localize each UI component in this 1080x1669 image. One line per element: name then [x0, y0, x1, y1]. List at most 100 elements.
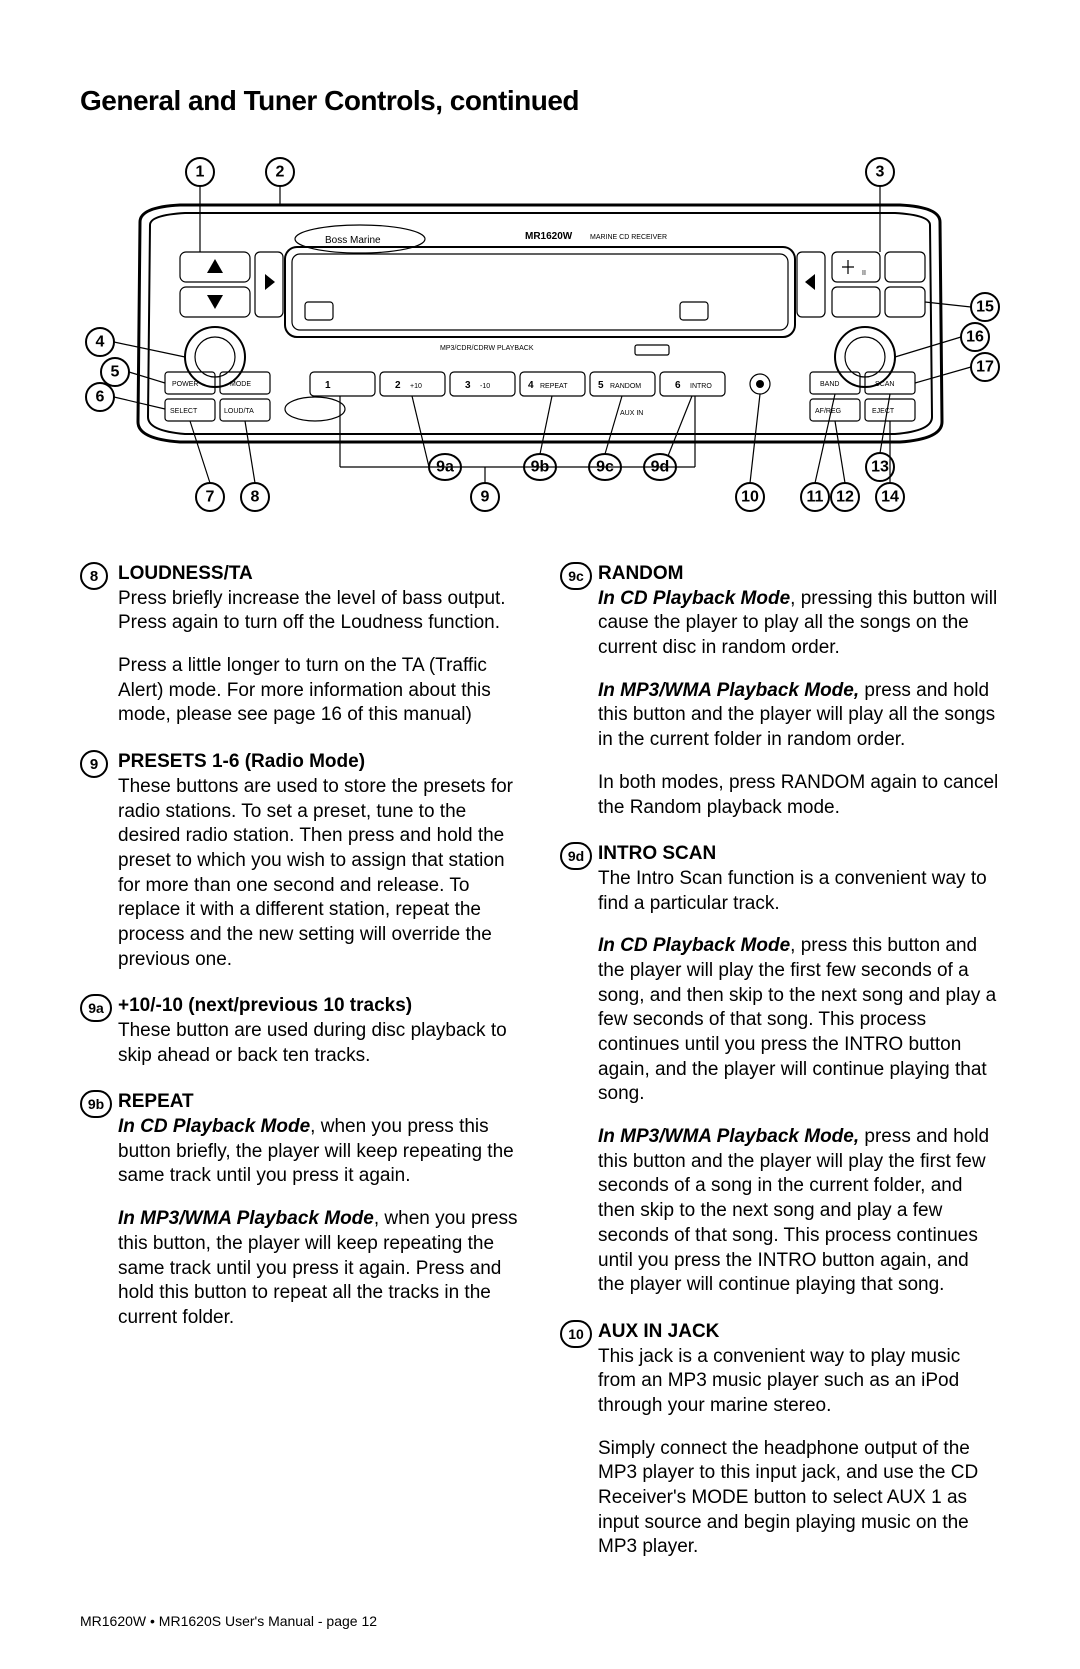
callout-badge: 9b — [80, 1090, 112, 1118]
paragraph: Press a little longer to turn on the TA … — [118, 654, 520, 728]
callout-badge: 9c — [560, 562, 592, 590]
section-title: REPEAT — [118, 1090, 520, 1115]
svg-text:-10: -10 — [480, 383, 490, 390]
section-9a: 9a+10/-10 (next/previous 10 tracks)These… — [80, 994, 520, 1068]
svg-text:II: II — [862, 270, 866, 277]
mode-label: In MP3/WMA Playback Mode, — [598, 680, 859, 701]
svg-text:9: 9 — [481, 489, 490, 506]
svg-text:RANDOM: RANDOM — [610, 383, 641, 390]
svg-text:3: 3 — [465, 380, 471, 391]
mode-label: In CD Playback Mode — [598, 588, 790, 609]
paragraph: Simply connect the headphone output of t… — [598, 1437, 1000, 1560]
section-title: PRESETS 1-6 (Radio Mode) — [118, 750, 520, 775]
paragraph: In CD Playback Mode, when you press this… — [118, 1115, 520, 1189]
paragraph: In CD Playback Mode, pressing this butto… — [598, 587, 1000, 661]
playback-text: MP3/CDR/CDRW PLAYBACK — [440, 345, 534, 352]
svg-text:6: 6 — [675, 380, 681, 391]
content-columns: 8LOUDNESS/TAPress briefly increase the l… — [80, 562, 1000, 1582]
brand-label: Boss Marine — [325, 235, 381, 246]
callout-badge: 9d — [560, 842, 592, 870]
callout-badge: 10 — [560, 1320, 592, 1348]
svg-text:LOUD/TA: LOUD/TA — [224, 408, 254, 415]
callout-badge: 9 — [80, 750, 108, 778]
section-body: These buttons are used to store the pres… — [118, 775, 520, 973]
section-10: 10AUX IN JACKThis jack is a convenient w… — [560, 1320, 1000, 1560]
paragraph: The Intro Scan function is a convenient … — [598, 867, 1000, 916]
svg-text:16: 16 — [966, 329, 984, 346]
svg-text:+10: +10 — [410, 383, 422, 390]
svg-text:11: 11 — [807, 489, 824, 506]
svg-text:SCAN: SCAN — [875, 381, 894, 388]
mode-label: In MP3/WMA Playback Mode, — [598, 1126, 859, 1147]
section-body: This jack is a convenient way to play mu… — [598, 1345, 1000, 1561]
right-button-group: BAND SCAN AF/REG EJECT — [810, 372, 915, 421]
svg-text:10: 10 — [741, 489, 759, 506]
svg-text:6: 6 — [96, 389, 105, 406]
svg-text:13: 13 — [871, 459, 889, 476]
section-title: RANDOM — [598, 562, 1000, 587]
svg-text:5: 5 — [598, 380, 604, 391]
svg-text:1: 1 — [325, 380, 331, 391]
section-9c: 9cRANDOMIn CD Playback Mode, pressing th… — [560, 562, 1000, 820]
section-body: Press briefly increase the level of bass… — [118, 587, 520, 728]
svg-text:AUX IN: AUX IN — [620, 410, 643, 417]
svg-text:BAND: BAND — [820, 381, 839, 388]
section-9d: 9dINTRO SCANThe Intro Scan function is a… — [560, 842, 1000, 1298]
section-body: In CD Playback Mode, pressing this butto… — [598, 587, 1000, 821]
left-button-group: POWER MODE SELECT LOUD/TA — [165, 372, 270, 421]
svg-text:EJECT: EJECT — [872, 408, 895, 415]
svg-text:14: 14 — [881, 489, 899, 506]
paragraph: In MP3/WMA Playback Mode, press and hold… — [598, 679, 1000, 753]
svg-text:2: 2 — [276, 164, 285, 181]
paragraph: In MP3/WMA Playback Mode, press and hold… — [598, 1125, 1000, 1298]
callout-badge: 9a — [80, 994, 112, 1022]
paragraph: In both modes, press RANDOM again to can… — [598, 771, 1000, 820]
mode-label: In CD Playback Mode — [598, 935, 790, 956]
preset-buttons: 1 2+10 3-10 4REPEAT 5RANDOM 6INTRO — [310, 372, 725, 396]
right-column: 9cRANDOMIn CD Playback Mode, pressing th… — [560, 562, 1000, 1582]
mode-label: In MP3/WMA Playback Mode — [118, 1208, 374, 1229]
svg-text:17: 17 — [976, 359, 994, 376]
section-title: INTRO SCAN — [598, 842, 1000, 867]
device-diagram: .ln{stroke:#000;stroke-width:2;fill:none… — [80, 147, 1000, 537]
svg-text:3: 3 — [876, 164, 885, 181]
svg-text:7: 7 — [206, 489, 215, 506]
section-title: +10/-10 (next/previous 10 tracks) — [118, 994, 520, 1019]
section-8: 8LOUDNESS/TAPress briefly increase the l… — [80, 562, 520, 728]
paragraph: This jack is a convenient way to play mu… — [598, 1345, 1000, 1419]
paragraph: Press briefly increase the level of bass… — [118, 587, 520, 636]
svg-text:2: 2 — [395, 380, 401, 391]
svg-text:MODE: MODE — [230, 381, 251, 388]
page-title: General and Tuner Controls, continued — [80, 85, 1000, 117]
svg-text:9b: 9b — [531, 459, 550, 476]
svg-text:15: 15 — [976, 299, 994, 316]
section-title: AUX IN JACK — [598, 1320, 1000, 1345]
paragraph: These button are used during disc playba… — [118, 1019, 520, 1068]
model-label: MR1620W — [525, 231, 573, 242]
svg-text:8: 8 — [251, 489, 260, 506]
section-9b: 9bREPEATIn CD Playback Mode, when you pr… — [80, 1090, 520, 1330]
callouts-right: 15 16 17 — [895, 293, 999, 383]
section-9: 9 PRESETS 1-6 (Radio Mode)These buttons a… — [80, 750, 520, 972]
svg-text:SELECT: SELECT — [170, 408, 198, 415]
callouts-bottom: 7 8 9a 9 9b 9c 9d 10 11 12 13 1 — [190, 394, 904, 511]
section-body: The Intro Scan function is a convenient … — [598, 867, 1000, 1298]
model-suffix: MARINE CD RECEIVER — [590, 234, 667, 241]
paragraph: These buttons are used to store the pres… — [118, 775, 520, 973]
svg-text:1: 1 — [196, 164, 205, 181]
page-footer: MR1620W • MR1620S User's Manual - page 1… — [80, 1613, 377, 1629]
svg-text:AF/REG: AF/REG — [815, 408, 841, 415]
section-body: These button are used during disc playba… — [118, 1019, 520, 1068]
mode-label: In CD Playback Mode — [118, 1116, 310, 1137]
svg-text:4: 4 — [96, 334, 105, 351]
paragraph: In CD Playback Mode, press this button a… — [598, 934, 1000, 1107]
svg-text:REPEAT: REPEAT — [540, 383, 568, 390]
svg-text:5: 5 — [111, 364, 120, 381]
paragraph: In MP3/WMA Playback Mode, when you press… — [118, 1207, 520, 1330]
section-body: In CD Playback Mode, when you press this… — [118, 1115, 520, 1331]
callout-badge: 8 — [80, 562, 108, 590]
svg-text:9d: 9d — [651, 459, 670, 476]
svg-text:12: 12 — [836, 489, 854, 506]
left-column: 8LOUDNESS/TAPress briefly increase the l… — [80, 562, 520, 1582]
svg-text:4: 4 — [528, 380, 534, 391]
